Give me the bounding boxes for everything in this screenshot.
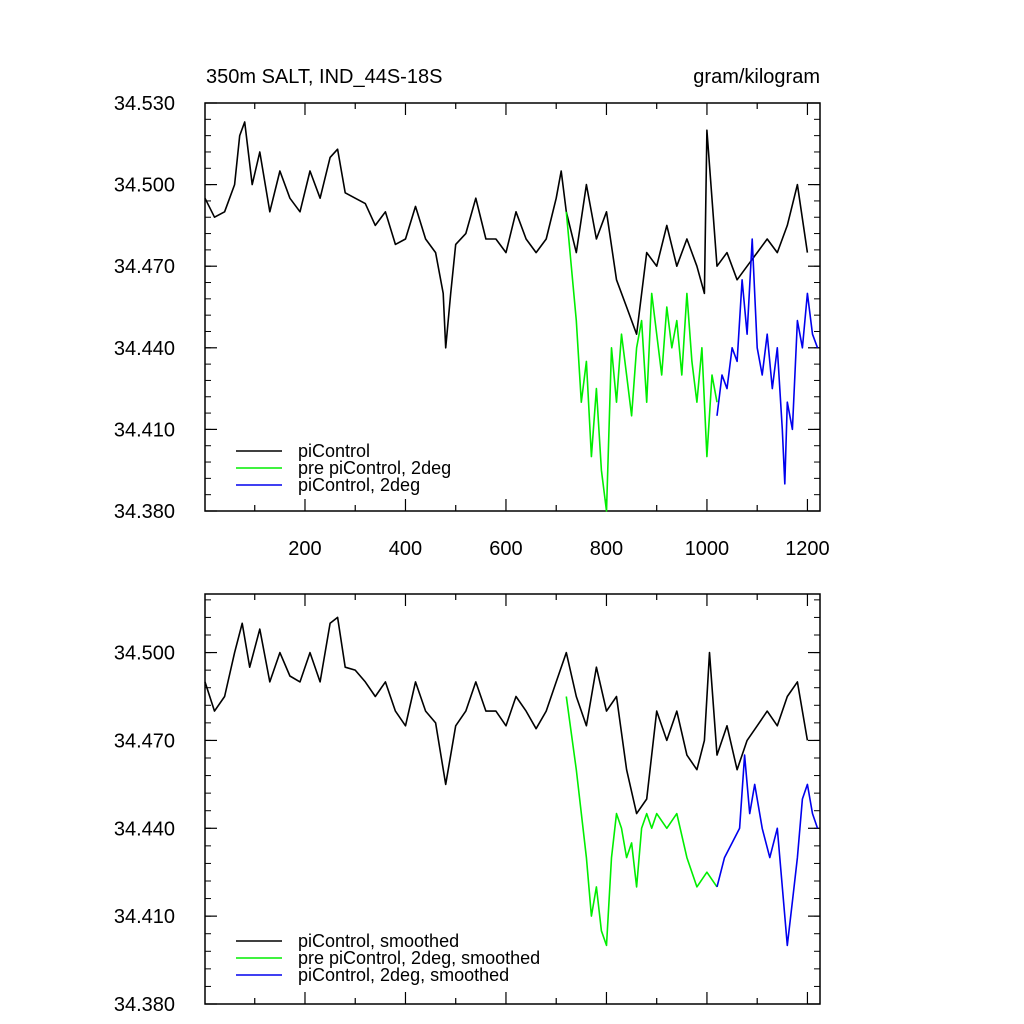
y-tick-label: 34.380 bbox=[114, 994, 175, 1016]
series-line-2 bbox=[716, 754, 819, 947]
series-line-1 bbox=[565, 211, 718, 512]
legend-label: pre piControl, 2deg bbox=[298, 458, 451, 478]
legend-label: piControl, 2deg bbox=[298, 475, 420, 495]
legend-label: piControl, 2deg, smoothed bbox=[298, 965, 509, 985]
x-tick-label: 800 bbox=[590, 538, 623, 560]
x-tick-label: 1200 bbox=[785, 538, 830, 560]
y-tick-label: 34.440 bbox=[114, 338, 175, 360]
tick-marks-top: 34.380 34.410 34.440 34.470 34.500 34.530 200 4… bbox=[114, 93, 830, 560]
y-tick-label: 34.440 bbox=[114, 818, 175, 840]
series-line-1 bbox=[565, 696, 718, 947]
y-tick-label: 34.470 bbox=[114, 730, 175, 752]
plot-frame-top bbox=[204, 102, 821, 512]
y-tick-label: 34.380 bbox=[114, 501, 175, 523]
bottom-panel: 34.380 34.410 34.440 34.470 34.500 piControl… bbox=[114, 593, 821, 1016]
y-tick-label: 34.410 bbox=[114, 419, 175, 441]
series-line-2 bbox=[716, 238, 819, 485]
top-panel: 350m SALT, IND_44S-18S gram/kilogram 34.… bbox=[114, 66, 830, 560]
y-tick-label: 34.410 bbox=[114, 906, 175, 928]
series-lines-top bbox=[204, 121, 819, 512]
legend-label: piControl, smoothed bbox=[298, 931, 459, 951]
y-tick-label: 34.470 bbox=[114, 256, 175, 278]
tick-marks-bottom: 34.380 34.410 34.440 34.470 34.500 bbox=[114, 594, 820, 1016]
x-tick-label: 600 bbox=[489, 538, 522, 560]
chart-title: 350m SALT, IND_44S-18S bbox=[206, 66, 442, 88]
series-line-0 bbox=[204, 121, 809, 349]
y-tick-label: 34.500 bbox=[114, 175, 175, 197]
plot-frame-bottom bbox=[204, 593, 821, 1005]
legend-label: piControl bbox=[298, 441, 370, 461]
series-line-0 bbox=[204, 616, 809, 815]
y-tick-label: 34.500 bbox=[114, 643, 175, 665]
y-tick-label: 34.530 bbox=[114, 93, 175, 115]
legend-label: pre piControl, 2deg, smoothed bbox=[298, 948, 540, 968]
x-tick-label: 400 bbox=[389, 538, 422, 560]
x-tick-label: 200 bbox=[288, 538, 321, 560]
units-label: gram/kilogram bbox=[693, 66, 820, 88]
x-tick-label: 1000 bbox=[685, 538, 730, 560]
series-lines-bottom bbox=[204, 616, 819, 947]
